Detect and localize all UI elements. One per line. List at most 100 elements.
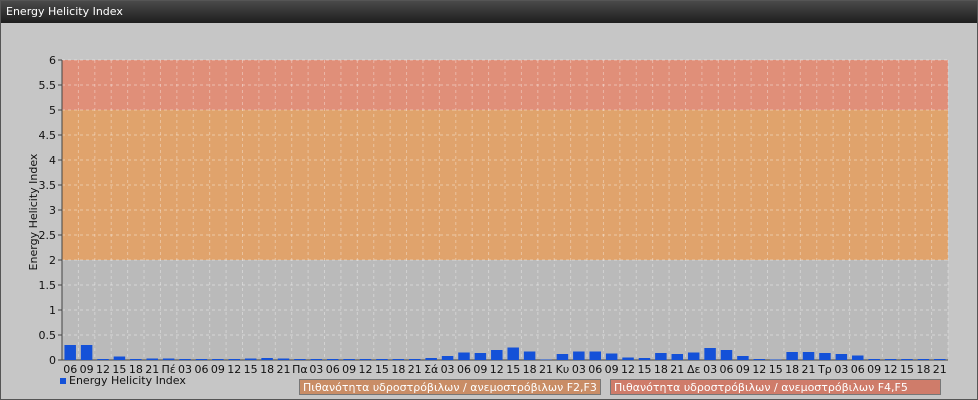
x-tick-label-9: 09 — [211, 363, 225, 376]
y-tick-label-9: 4.5 — [39, 129, 57, 142]
x-tick-label-22: Σά — [424, 363, 438, 376]
x-tick-label-21: 21 — [408, 363, 422, 376]
x-tick-label-27: 15 — [506, 363, 520, 376]
x-tick-label-12: 18 — [260, 363, 274, 376]
bar-4 — [130, 359, 142, 360]
x-tick-label-48: 06 — [851, 363, 865, 376]
bar-44 — [786, 352, 798, 360]
x-tick-label-3: 15 — [112, 363, 126, 376]
x-tick-label-11: 15 — [244, 363, 258, 376]
bar-41 — [737, 356, 749, 360]
x-tick-label-1: 09 — [80, 363, 94, 376]
legend-band-f4-f5: Πιθανότητα υδροστρόβιλων / ανεμοστρόβιλω… — [610, 379, 941, 395]
x-tick-label-43: 15 — [769, 363, 783, 376]
x-tick-label-36: 18 — [654, 363, 668, 376]
y-tick-label-4: 2 — [49, 254, 56, 267]
x-tick-label-39: 03 — [703, 363, 717, 376]
bar-6 — [162, 358, 175, 360]
bar-18 — [359, 359, 372, 360]
x-tick-label-20: 18 — [391, 363, 405, 376]
bar-31 — [573, 351, 585, 360]
bar-51 — [901, 359, 913, 360]
y-tick-label-10: 5 — [49, 104, 56, 117]
bar-36 — [655, 353, 667, 360]
bar-33 — [605, 353, 618, 360]
x-tick-label-35: 15 — [637, 363, 651, 376]
x-tick-label-28: 18 — [523, 363, 537, 376]
y-tick-label-6: 3 — [49, 204, 56, 217]
bar-9 — [212, 359, 224, 360]
x-tick-label-38: Δε — [687, 363, 701, 376]
x-tick-label-8: 06 — [194, 363, 208, 376]
bar-21 — [409, 359, 421, 360]
y-tick-label-11: 5.5 — [39, 79, 57, 92]
bar-17 — [343, 359, 355, 360]
bar-45 — [802, 352, 815, 360]
x-tick-label-33: 09 — [605, 363, 619, 376]
x-tick-label-15: 03 — [309, 363, 323, 376]
band-0 — [62, 260, 948, 360]
bar-48 — [852, 355, 864, 360]
x-tick-label-17: 09 — [342, 363, 356, 376]
bar-20 — [392, 359, 405, 360]
bar-23 — [441, 356, 454, 360]
bar-50 — [884, 359, 897, 360]
bar-14 — [294, 359, 306, 360]
bar-35 — [638, 358, 651, 360]
y-tick-label-2: 1 — [49, 304, 56, 317]
legend-series[interactable]: Energy Helicity Index — [60, 374, 186, 387]
bar-7 — [179, 359, 191, 360]
x-tick-label-47: 03 — [834, 363, 848, 376]
x-tick-label-50: 12 — [884, 363, 898, 376]
bar-37 — [671, 354, 684, 360]
bar-53 — [934, 359, 946, 360]
x-tick-label-25: 09 — [473, 363, 487, 376]
y-tick-label-1: 0.5 — [39, 329, 57, 342]
x-tick-label-6: Πέ — [162, 363, 176, 376]
x-tick-label-31: 03 — [572, 363, 586, 376]
x-tick-label-5: 21 — [145, 363, 159, 376]
x-tick-label-51: 15 — [900, 363, 914, 376]
x-tick-label-53: 21 — [933, 363, 947, 376]
x-tick-label-46: Τρ — [817, 363, 832, 376]
bar-27 — [507, 347, 519, 360]
bar-0 — [64, 345, 76, 360]
bar-28 — [523, 351, 536, 360]
x-tick-label-14: Πα — [292, 363, 308, 376]
x-tick-label-41: 09 — [736, 363, 750, 376]
window-title: Energy Helicity Index — [6, 5, 123, 18]
bar-34 — [622, 357, 634, 360]
x-tick-label-7: 03 — [178, 363, 192, 376]
x-tick-label-44: 18 — [785, 363, 799, 376]
x-tick-label-24: 06 — [457, 363, 471, 376]
y-tick-label-12: 6 — [49, 54, 56, 67]
title-bar: Energy Helicity Index — [1, 1, 977, 23]
bar-52 — [917, 359, 930, 360]
bar-29 — [540, 359, 552, 360]
y-axis-label: Energy Helicity Index — [27, 153, 40, 270]
legend-band-f2-f3-label: Πιθανότητα υδροστρόβιλων / ανεμοστρόβιλω… — [303, 381, 597, 394]
bar-39 — [704, 348, 716, 360]
x-tick-label-2: 12 — [96, 363, 110, 376]
x-tick-label-32: 06 — [588, 363, 602, 376]
bar-24 — [458, 352, 470, 360]
x-tick-label-26: 12 — [490, 363, 504, 376]
bar-25 — [474, 353, 487, 360]
x-tick-label-40: 06 — [720, 363, 734, 376]
x-tick-label-18: 12 — [359, 363, 373, 376]
x-tick-label-16: 06 — [326, 363, 340, 376]
legend-series-swatch — [60, 378, 66, 384]
bar-47 — [835, 354, 848, 360]
y-tick-label-7: 3.5 — [39, 179, 57, 192]
x-tick-label-13: 21 — [277, 363, 291, 376]
x-tick-label-10: 12 — [227, 363, 241, 376]
band-2 — [62, 60, 948, 110]
bar-11 — [244, 358, 257, 360]
x-tick-label-30: Κυ — [556, 363, 570, 376]
bar-32 — [589, 351, 601, 360]
bar-8 — [195, 359, 208, 360]
bar-38 — [687, 352, 700, 360]
bar-2 — [97, 359, 109, 360]
bar-43 — [769, 359, 782, 360]
